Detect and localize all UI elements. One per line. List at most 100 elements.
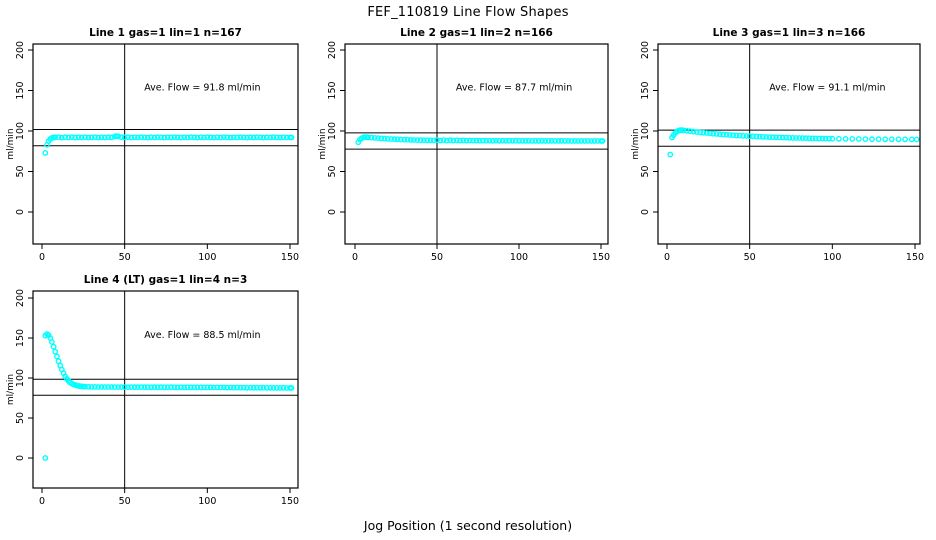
data-point <box>101 384 108 390</box>
data-point <box>529 137 535 144</box>
data-point <box>277 134 283 141</box>
data-point <box>457 137 463 144</box>
y-tick-label: 0 <box>15 209 26 215</box>
data-point <box>434 137 440 143</box>
data-point <box>599 138 606 144</box>
y-axis-label: ml/min <box>631 128 641 159</box>
data-point <box>740 132 746 139</box>
y-tick-label: 0 <box>15 455 26 461</box>
y-tick-label: 0 <box>327 209 338 215</box>
y-tick-label: 100 <box>15 122 26 140</box>
data-point <box>746 133 753 140</box>
x-tick-label: 50 <box>119 252 131 263</box>
data-point <box>842 135 849 142</box>
data-point <box>280 384 287 391</box>
data-point <box>171 384 178 391</box>
panel-2: Line 2 gas=1 lin=2 n=166 ml/min 0 50 100 150 0… <box>318 27 610 263</box>
data-point <box>430 137 437 144</box>
data-point <box>108 384 115 390</box>
data-point <box>201 384 207 391</box>
data-point <box>68 134 75 141</box>
data-point <box>161 134 168 141</box>
data-point <box>270 134 277 141</box>
data-point <box>816 135 822 142</box>
x-tick-label: 0 <box>39 496 45 507</box>
data-point <box>148 134 155 141</box>
data-point <box>394 136 401 143</box>
data-point <box>177 134 184 141</box>
data-point <box>125 134 131 141</box>
data-point <box>207 134 214 141</box>
x-tick-label: 100 <box>510 252 528 263</box>
y-tick-label: 200 <box>640 41 651 59</box>
data-point <box>154 134 161 141</box>
data-point <box>115 133 122 140</box>
data-point <box>819 135 826 142</box>
data-point <box>227 384 234 391</box>
data-point <box>803 135 809 142</box>
data-point <box>723 131 730 138</box>
data-point <box>882 136 889 143</box>
data-point <box>247 134 254 141</box>
data-point <box>98 134 105 141</box>
data-point <box>247 384 254 391</box>
data-point <box>371 134 378 141</box>
y-tick-label: 150 <box>15 329 26 347</box>
plot-frame <box>32 290 299 489</box>
data-point <box>786 134 793 141</box>
data-point <box>267 384 274 391</box>
data-point <box>697 129 703 136</box>
data-point <box>411 137 417 143</box>
data-point <box>545 137 552 144</box>
data-point <box>368 134 375 141</box>
x-tick-label: 50 <box>119 496 131 507</box>
data-point <box>680 127 687 134</box>
data-point <box>174 384 181 391</box>
data-point <box>224 134 231 141</box>
data-point <box>92 134 98 141</box>
data-point <box>121 384 128 390</box>
data-point <box>148 384 155 391</box>
data-point <box>144 384 151 391</box>
data-point <box>234 134 241 141</box>
data-point <box>888 136 895 143</box>
data-point <box>391 136 398 143</box>
data-point <box>177 384 184 391</box>
data-point <box>234 384 241 391</box>
data-point <box>826 135 832 142</box>
data-point <box>806 135 813 142</box>
x-tick-label: 50 <box>431 252 443 263</box>
data-point <box>539 137 545 144</box>
data-point <box>92 383 98 390</box>
ave-flow-annotation: Ave. Flow = 91.8 ml/min <box>144 83 260 94</box>
data-point <box>161 384 168 391</box>
data-point <box>62 134 68 141</box>
data-point <box>105 134 112 141</box>
data-point <box>769 134 776 141</box>
x-tick-label: 150 <box>906 252 924 263</box>
data-point <box>58 134 65 141</box>
data-point <box>707 130 713 137</box>
data-point <box>151 384 158 391</box>
data-point <box>532 137 539 144</box>
data-points <box>667 127 920 158</box>
data-point <box>108 134 115 141</box>
data-point <box>95 134 102 141</box>
data-point <box>496 137 503 144</box>
data-point <box>420 137 427 144</box>
data-point <box>548 137 555 144</box>
data-point <box>902 136 908 143</box>
data-point <box>776 134 783 141</box>
data-point <box>101 134 108 141</box>
data-point <box>829 135 836 142</box>
data-point <box>227 134 234 141</box>
data-point <box>417 137 424 144</box>
data-point <box>720 131 727 138</box>
data-point <box>869 136 875 143</box>
data-point <box>525 137 532 144</box>
data-point <box>717 131 723 138</box>
data-point <box>115 384 122 390</box>
y-tick-label: 150 <box>15 81 26 99</box>
data-point <box>736 132 743 139</box>
data-point <box>401 136 408 143</box>
